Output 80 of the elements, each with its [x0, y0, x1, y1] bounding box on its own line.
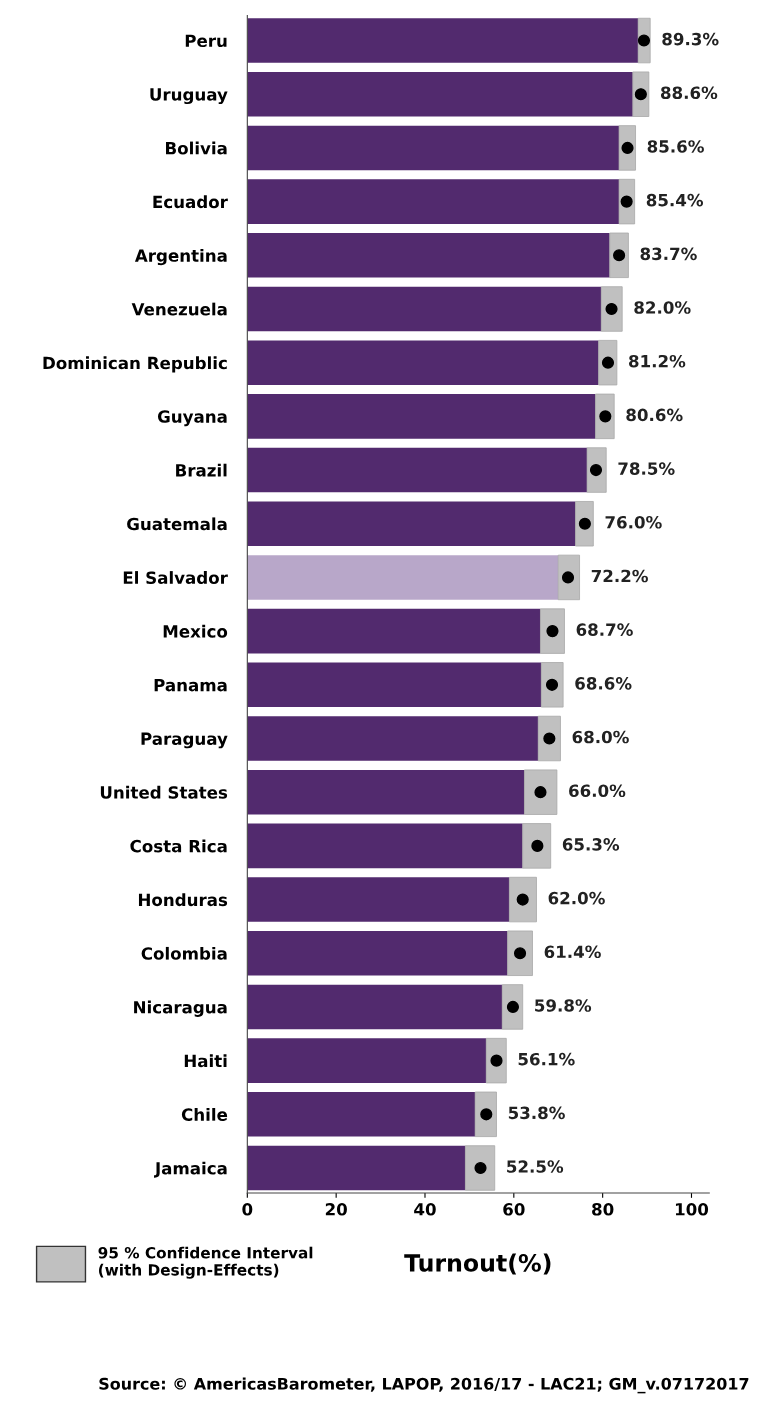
y-tick-label: Costa Rica	[130, 839, 227, 853]
y-tick-label: Peru	[185, 34, 227, 48]
data-label: 59.8%	[535, 999, 592, 1012]
bar	[247, 179, 620, 224]
x-tick-label: 60	[503, 1203, 525, 1216]
y-tick-label: Nicaragua	[134, 1000, 227, 1017]
bar	[247, 930, 508, 976]
y-tick-label: Argentina	[134, 248, 227, 266]
y-tick-label: Uruguay	[150, 88, 228, 105]
y-tick-label: Panama	[154, 678, 227, 692]
y-tick-label: Chile	[181, 1107, 228, 1121]
data-label: 53.8%	[508, 1106, 565, 1120]
y-tick-label: Dominican Republic	[43, 356, 227, 373]
data-label: 89.3%	[662, 32, 719, 46]
bar	[247, 716, 539, 761]
y-tick-label: Colombia	[141, 946, 227, 960]
bar	[247, 18, 639, 63]
data-label: 85.6%	[647, 140, 704, 153]
y-tick-label: Guatemala	[127, 517, 227, 531]
data-label: 68.6%	[575, 677, 632, 690]
data-label: 65.3%	[562, 838, 620, 851]
data-label: 52.5%	[507, 1160, 564, 1173]
bar	[247, 501, 576, 547]
data-label: 81.2%	[629, 354, 686, 368]
bar	[247, 555, 559, 600]
data-label: 62.0%	[548, 891, 605, 905]
y-tick-label: Paraguay	[141, 732, 228, 749]
data-label: 83.7%	[640, 247, 697, 261]
y-tick-label: Jamaica	[154, 1161, 227, 1178]
y-tick-label: Brazil	[176, 463, 227, 477]
bar	[464, 1145, 496, 1191]
bar	[247, 340, 599, 385]
bar	[247, 769, 525, 815]
data-label: 85.4%	[646, 193, 704, 207]
data-label: 78.5%	[618, 462, 675, 475]
bar	[247, 1038, 487, 1083]
bar	[247, 1145, 466, 1191]
x-tick-label: 80	[592, 1203, 614, 1216]
y-tick-label: Honduras	[138, 893, 228, 907]
data-label: 72.2%	[591, 569, 648, 583]
bar	[247, 447, 588, 493]
bar	[247, 394, 596, 439]
data-label: 66.0%	[569, 784, 626, 798]
y-tick-label: Guyana	[157, 410, 227, 427]
data-label: 82.0%	[634, 301, 691, 314]
bar	[247, 823, 523, 869]
x-tick-label: 100	[675, 1203, 709, 1216]
bar	[508, 876, 537, 923]
y-tick-label: Venezuela	[131, 302, 227, 316]
bar	[247, 608, 541, 654]
bar	[247, 877, 510, 922]
bar	[247, 125, 620, 171]
bar	[247, 984, 503, 1030]
y-tick-label: Mexico	[163, 624, 228, 638]
data-label: 76.0%	[605, 515, 662, 529]
x-tick-label: 40	[414, 1203, 436, 1216]
data-label: 68.0%	[572, 730, 629, 744]
x-tick-label: 0	[242, 1203, 253, 1216]
y-tick-label: United States	[100, 785, 228, 799]
x-axis-title: Turnout(%)	[404, 1253, 551, 1275]
bar	[247, 71, 633, 117]
bar	[247, 233, 610, 278]
y-tick-label: Bolivia	[166, 141, 227, 155]
source-note: Source: © AmericasBarometer, LAPOP, 2016/17 - LAC21; GM_v.07172017	[99, 1377, 749, 1394]
data-label: 68.7%	[576, 623, 633, 636]
y-tick-label: El Salvador	[123, 571, 228, 584]
data-label: 56.1%	[518, 1052, 575, 1066]
y-tick-label: Haiti	[184, 1054, 227, 1068]
bar	[247, 662, 542, 708]
legend-label: 95 % Confidence Interval (with Design-Effects)	[98, 1246, 313, 1279]
point	[637, 34, 651, 47]
data-label: 80.6%	[626, 408, 683, 422]
x-tick-label: 20	[325, 1203, 347, 1216]
y-tick-label: Ecuador	[153, 195, 228, 209]
bar	[247, 286, 602, 332]
data-label: 61.4%	[544, 945, 601, 959]
bar	[522, 823, 552, 869]
bar	[247, 1092, 476, 1137]
data-label: 88.6%	[660, 86, 718, 100]
bar	[524, 769, 558, 815]
